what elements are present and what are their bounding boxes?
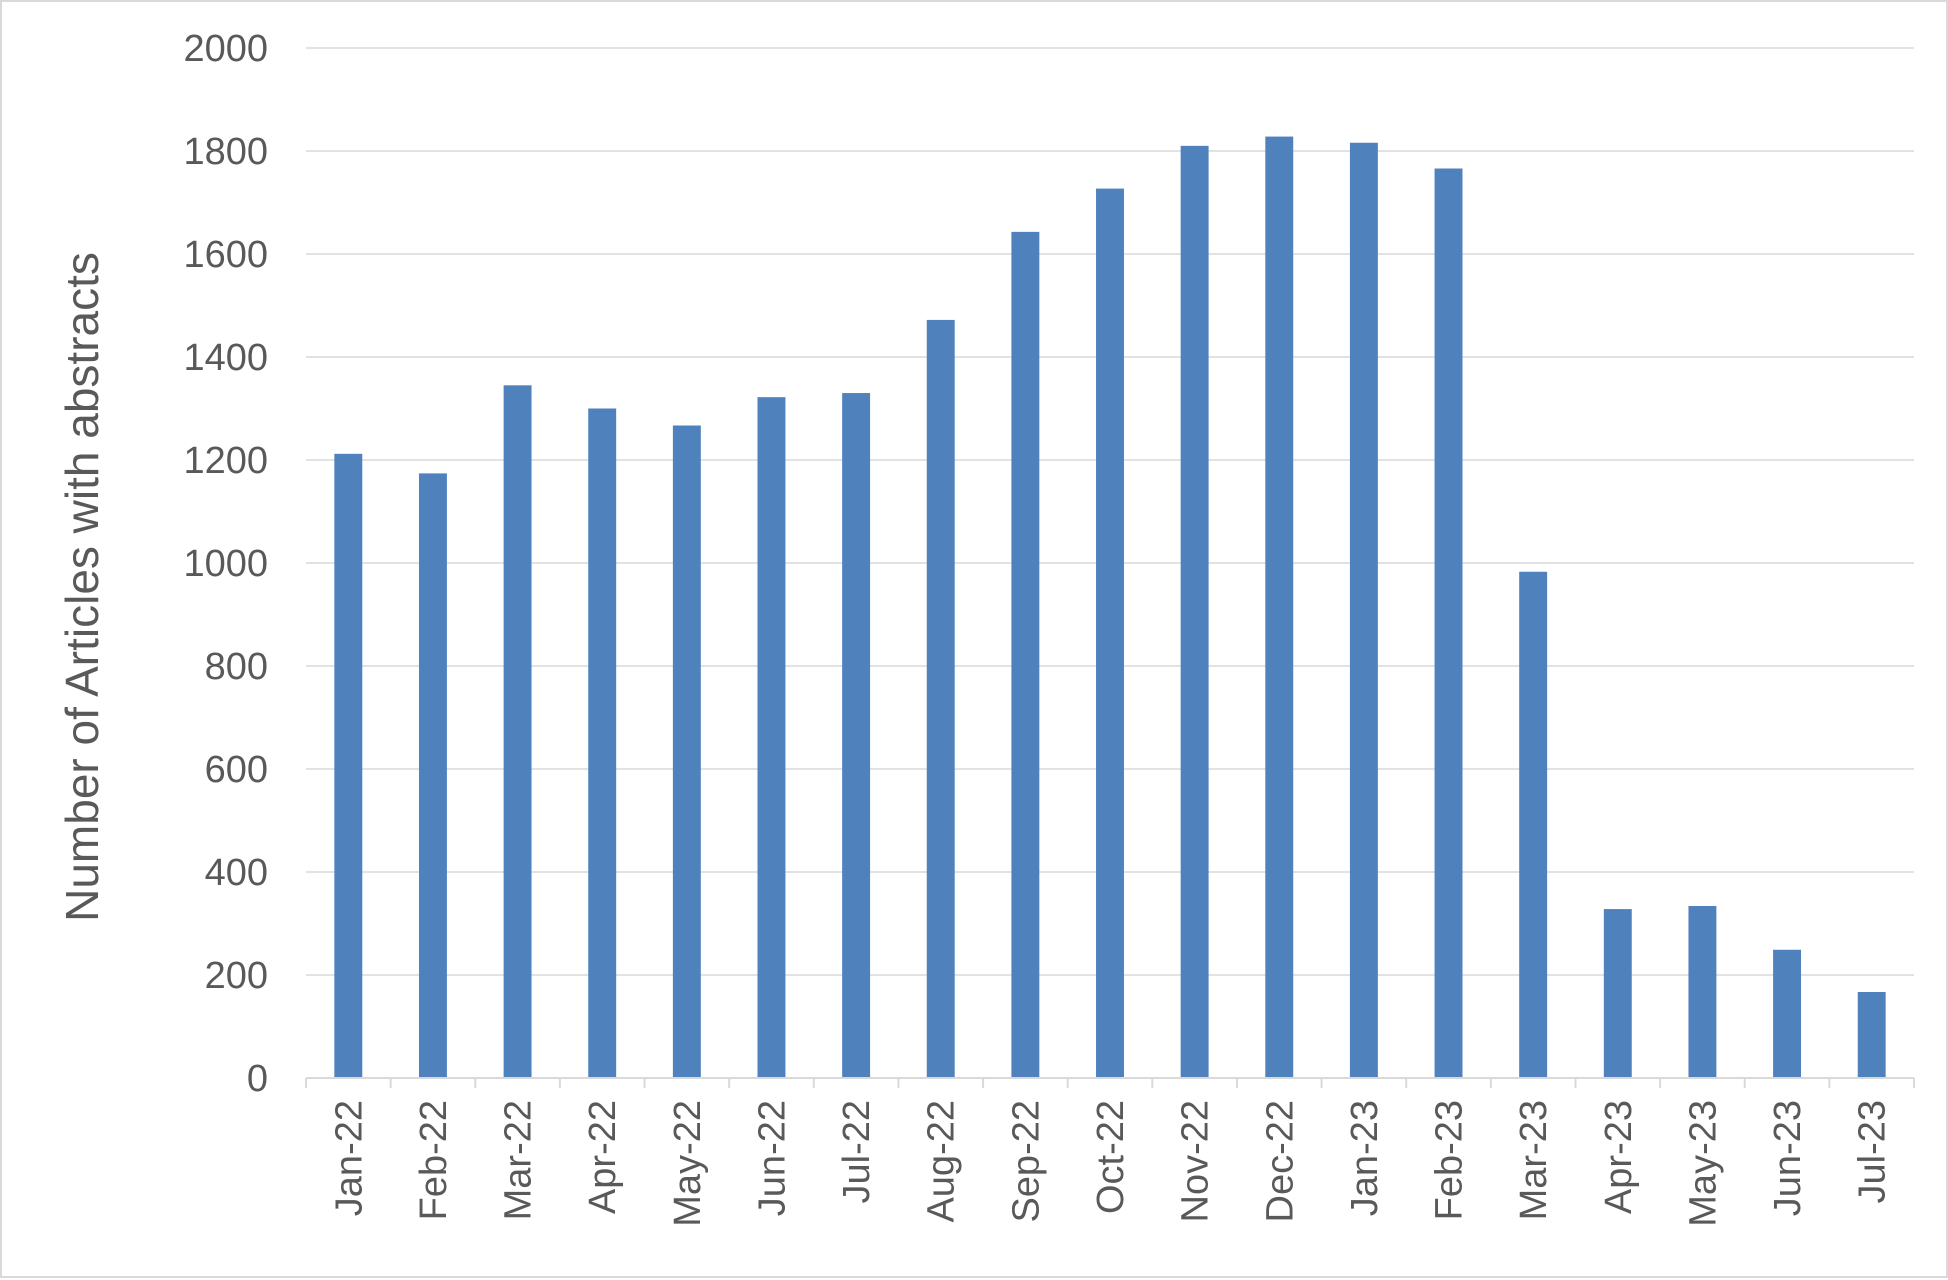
bar-jul-23 <box>1857 991 1886 1078</box>
x-tick-label: Feb-22 <box>413 1100 455 1220</box>
bar-jun-22 <box>757 397 786 1078</box>
x-tick-label: Jan-23 <box>1344 1100 1386 1216</box>
y-tick-label: 0 <box>247 1058 268 1100</box>
x-tick-label: Apr-22 <box>582 1100 624 1214</box>
x-tick-label: Aug-22 <box>921 1100 963 1223</box>
bar-apr-22 <box>588 408 617 1078</box>
y-tick-label: 2000 <box>183 28 268 70</box>
x-tick-label: Apr-23 <box>1598 1100 1640 1214</box>
x-tick-label: Jul-22 <box>836 1100 878 1204</box>
y-tick-label: 1200 <box>183 440 268 482</box>
x-tick-label: Dec-22 <box>1259 1100 1301 1223</box>
bar-feb-22 <box>418 473 447 1078</box>
bar-nov-22 <box>1180 145 1209 1079</box>
bar-aug-22 <box>926 319 955 1078</box>
y-tick-label: 1000 <box>183 543 268 585</box>
bar-sep-22 <box>1011 231 1040 1079</box>
y-tick-label: 1600 <box>183 234 268 276</box>
bar-oct-22 <box>1096 188 1124 1079</box>
bar-dec-22 <box>1265 136 1294 1078</box>
bar-jul-22 <box>842 393 871 1078</box>
bar-feb-23 <box>1434 168 1463 1078</box>
y-axis-title: Number of Articles with abstracts <box>56 252 108 922</box>
x-tick-label: Sep-22 <box>1005 1100 1047 1223</box>
y-tick-label: 200 <box>205 955 268 997</box>
bar-mar-23 <box>1519 571 1548 1078</box>
x-tick-label: Jan-22 <box>328 1100 370 1216</box>
x-tick-label: Jun-23 <box>1767 1100 1809 1216</box>
x-tick-label: Oct-22 <box>1090 1100 1132 1214</box>
bar-may-23 <box>1688 905 1717 1078</box>
x-tick-label: Jun-22 <box>751 1100 793 1216</box>
bar-jun-23 <box>1773 949 1802 1078</box>
bar-jan-23 <box>1349 142 1378 1078</box>
bar-mar-22 <box>503 385 532 1078</box>
bars <box>334 136 1886 1079</box>
x-axis: Jan-22 Feb-22 Mar-22 Apr-22 May-22 Jun-22 Jul-… <box>305 1077 1915 1227</box>
y-tick-label: 600 <box>205 749 268 791</box>
x-tick-label: Feb-23 <box>1429 1100 1471 1220</box>
x-tick-label: May-23 <box>1682 1100 1724 1227</box>
y-tick-label: 1800 <box>183 131 268 173</box>
x-tick-label: Mar-22 <box>498 1100 540 1220</box>
bar-may-22 <box>672 425 701 1078</box>
bar-jan-22 <box>334 453 363 1078</box>
y-tick-label: 400 <box>205 852 268 894</box>
x-tick-label: Mar-23 <box>1513 1100 1555 1220</box>
x-tick-label: Jul-23 <box>1852 1100 1894 1204</box>
x-tick-label: May-22 <box>667 1100 709 1227</box>
y-axis: 0 200 400 600 800 1000 1200 1400 1600 1800 2000 <box>183 28 268 1100</box>
y-tick-label: 800 <box>205 646 268 688</box>
bar-apr-23 <box>1603 909 1632 1078</box>
y-tick-label: 1400 <box>183 337 268 379</box>
x-tick-label: Nov-22 <box>1175 1100 1217 1223</box>
